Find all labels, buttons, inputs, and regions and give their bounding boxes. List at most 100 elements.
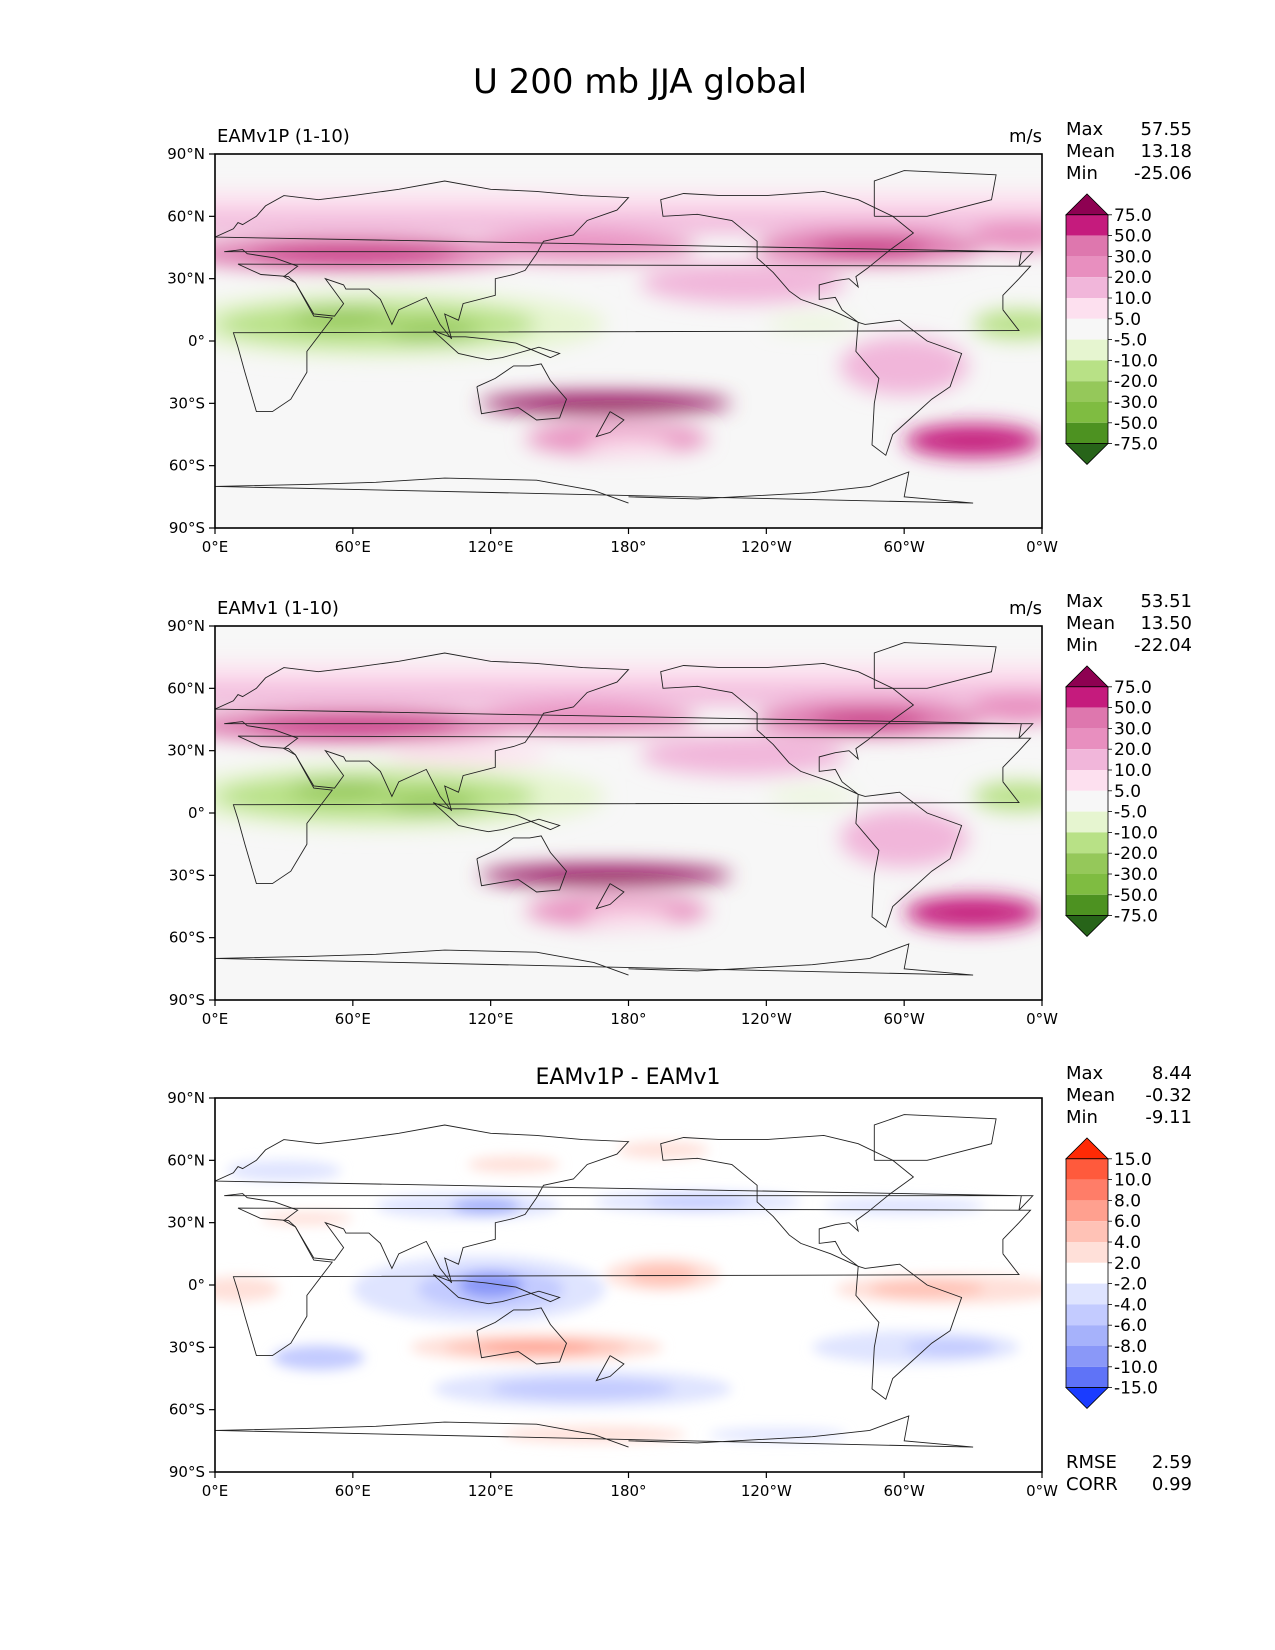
coastline: [855, 1263, 963, 1401]
coastline: [0, 1135, 86, 1266]
colorbar-label: -5.0: [1114, 803, 1147, 823]
colorbar-label: -4.0: [1114, 1295, 1147, 1315]
y-tick-label: 30°S: [169, 1338, 205, 1356]
coastline: [432, 330, 561, 361]
contour-region: [458, 1272, 523, 1298]
coastline: [595, 1355, 625, 1382]
colorbar-segment: [1066, 298, 1108, 319]
x-tick-label: 120°W: [741, 538, 792, 556]
coastline: [432, 802, 561, 833]
colorbar-label: 10.0: [1114, 761, 1152, 781]
colorbar-label: -20.0: [1114, 844, 1158, 864]
contour-region: [708, 1428, 847, 1441]
colorbar-label: -2.0: [1114, 1275, 1147, 1295]
x-tick-label: 120°E: [468, 1010, 514, 1028]
colorbar-label: -10.0: [1114, 351, 1158, 371]
y-tick-label: 90°S: [169, 1463, 205, 1481]
colorbar-label: -8.0: [1114, 1337, 1147, 1357]
stat-label-min: Min: [1066, 1107, 1098, 1128]
colorbar-frame: [1065, 1158, 1109, 1389]
coastline: [215, 471, 974, 504]
contour-layer: [215, 191, 1042, 458]
contour-region: [904, 424, 1042, 458]
colorbar-segment: [1066, 1200, 1108, 1222]
coastline: [232, 263, 1032, 413]
stat-value-max: 8.44: [1152, 1063, 1192, 1084]
stat-label-max: Max: [1066, 119, 1104, 140]
coastline: [0, 663, 86, 794]
x-tick-label: 0°W: [1026, 1010, 1058, 1028]
colorbar-label: 20.0: [1114, 740, 1152, 760]
contour-region: [467, 1156, 560, 1173]
coastlines: [0, 170, 1034, 504]
colorbar-label: -75.0: [1114, 435, 1158, 455]
axis-ticks: 0°E 60°E 120°E 180° 120°W 60°W 0°W 90°N 60°N 30°N…: [167, 145, 1058, 556]
coastline: [873, 642, 997, 689]
axis-ticks: 0°E 60°E 120°E 180° 120°W 60°W 0°W 90°N 60°N 30°N…: [167, 617, 1058, 1028]
x-tick-label: 0°E: [202, 1010, 229, 1028]
stats-block: Max Mean Min 57.55 13.18 -25.06: [1066, 119, 1192, 184]
colorbar-frame: [1065, 686, 1109, 916]
y-tick-label: 60°S: [169, 1401, 205, 1419]
coastline: [215, 1124, 1034, 1284]
stat-label-max: Max: [1066, 1063, 1104, 1084]
coastline: [595, 411, 625, 438]
colorbar-segment: [1066, 728, 1108, 750]
contour-region: [249, 245, 457, 263]
stat-value-mean: -0.32: [1145, 1085, 1192, 1106]
axis-ticks: 0°E 60°E 120°E 180° 120°W 60°W 0°W 90°N 60°N 30°N…: [167, 1089, 1058, 1500]
contour-region: [839, 336, 969, 396]
colorbar-segment: [1066, 1346, 1108, 1367]
colorbar-segment: [1066, 707, 1108, 729]
contour-band: [215, 191, 1042, 213]
colorbar-label: -10.0: [1114, 823, 1158, 843]
y-tick-label: 90°S: [169, 519, 205, 537]
coastline: [215, 180, 1034, 340]
stats-block: Max Mean Min 53.51 13.50 -22.04: [1066, 591, 1192, 656]
stat-label-mean: Mean: [1066, 1085, 1115, 1106]
contour-region: [973, 781, 1042, 811]
y-tick-label: 60°N: [167, 1151, 205, 1169]
contour-region: [226, 1160, 342, 1182]
colorbar-segment: [1066, 1262, 1108, 1284]
coastline: [873, 170, 997, 217]
coastline: [0, 191, 86, 322]
contour-region: [479, 864, 732, 886]
colorbar-label: -6.0: [1114, 1316, 1147, 1336]
panel-left-title: EAMv1 (1-10): [217, 598, 339, 619]
colorbar-segment: [1066, 853, 1108, 874]
y-tick-label: 60°S: [169, 457, 205, 475]
stat-value-max: 57.55: [1140, 119, 1192, 140]
x-tick-label: 0°E: [202, 538, 229, 556]
y-tick-label: 90°N: [167, 1089, 205, 1107]
coastline: [29, 320, 135, 455]
panel-units: m/s: [1009, 598, 1042, 619]
coastline: [232, 735, 1032, 885]
contour-region: [973, 222, 1042, 252]
colorbar-label: 20.0: [1114, 268, 1152, 288]
y-tick-label: 30°S: [169, 866, 205, 884]
colorbar-segment: [1066, 1325, 1108, 1346]
stat-value-rmse: 2.59: [1152, 1452, 1192, 1473]
x-tick-label: 60°W: [883, 1482, 925, 1500]
colorbar-label: -50.0: [1114, 886, 1158, 906]
coastline: [0, 181, 206, 339]
colorbar-segment: [1066, 1304, 1108, 1326]
x-tick-label: 60°E: [335, 538, 371, 556]
stat-label-mean: Mean: [1066, 141, 1115, 162]
x-tick-label: 0°W: [1026, 1482, 1058, 1500]
y-tick-label: 0°: [188, 332, 205, 350]
y-tick-label: 90°S: [169, 991, 205, 1009]
contour-region: [766, 790, 859, 803]
colorbar-segment: [1066, 770, 1108, 791]
colorbar: 75.050.030.020.010.05.0-5.0-10.0-20.0-30…: [1065, 193, 1158, 465]
colorbar: 15.010.08.06.04.02.0-2.0-4.0-6.0-8.0-10.…: [1065, 1137, 1158, 1409]
colorbar-segment: [1066, 874, 1108, 895]
colorbar-label: -75.0: [1114, 907, 1158, 927]
x-tick-label: 0°E: [202, 1482, 229, 1500]
y-tick-label: 30°S: [169, 394, 205, 412]
contour-region: [215, 1276, 280, 1302]
coastline: [660, 1134, 915, 1267]
panel-test: EAMv1P (1-10) m/s 0°E 60°E 120°E 180° 120°W 6…: [0, 119, 1192, 556]
contour-region: [290, 779, 392, 801]
